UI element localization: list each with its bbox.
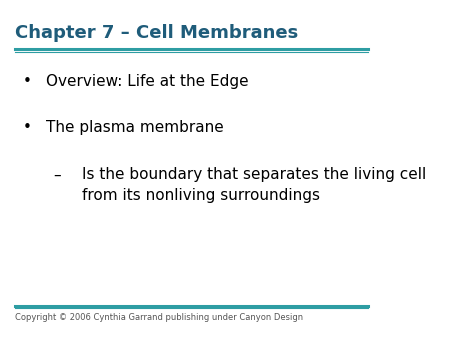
Text: Copyright © 2006 Cynthia Garrand publishing under Canyon Design: Copyright © 2006 Cynthia Garrand publish… [15,313,303,322]
Text: –: – [53,167,61,182]
Text: Is the boundary that separates the living cell
from its nonliving surroundings: Is the boundary that separates the livin… [81,167,426,203]
Text: The plasma membrane: The plasma membrane [45,120,223,135]
Text: •: • [23,120,32,135]
Text: •: • [23,74,32,89]
Text: Chapter 7 – Cell Membranes: Chapter 7 – Cell Membranes [15,24,298,42]
Text: Overview: Life at the Edge: Overview: Life at the Edge [45,74,248,89]
